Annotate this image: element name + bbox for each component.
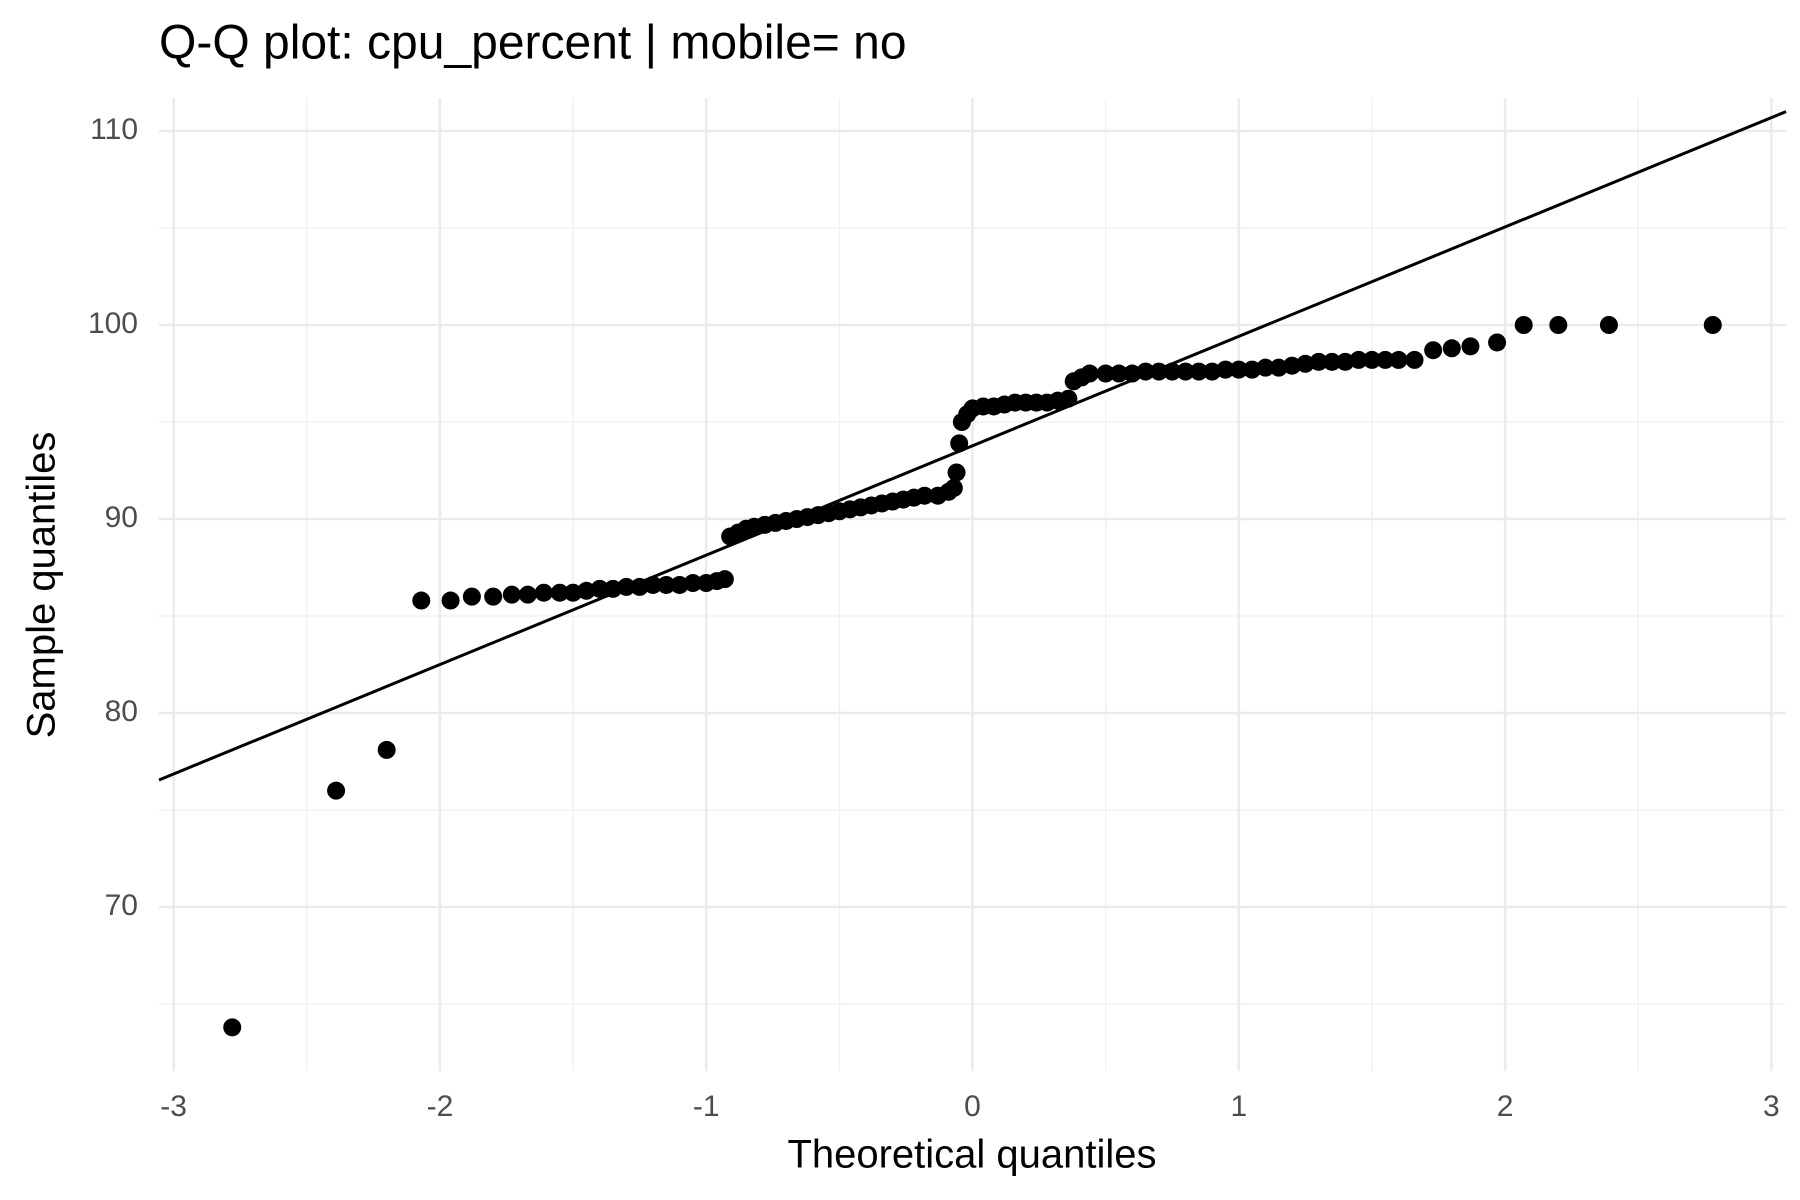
point [1283,356,1302,375]
point [1599,316,1618,335]
point [1149,362,1168,381]
point [441,591,460,610]
point [1389,350,1408,369]
point [1123,364,1142,383]
point [715,570,734,589]
point [630,577,649,596]
x-tick-label: -1 [693,1090,720,1123]
reference-line [158,110,1787,782]
point [1189,362,1208,381]
point [944,478,963,497]
point [1309,352,1328,371]
point [1243,360,1262,379]
y-tick-label: 110 [90,113,138,146]
chart-title: Q-Q plot: cpu_percent | mobile= no [159,17,907,70]
point [550,583,569,602]
point [1488,333,1507,352]
point [683,574,702,593]
point [1424,341,1443,360]
point [377,740,396,759]
point [590,579,609,598]
point [1549,316,1568,335]
point [1349,350,1368,369]
y-tick-label: 70 [105,889,138,922]
point [462,587,481,606]
point [617,577,636,596]
point [577,581,596,600]
point [1296,354,1315,373]
point [1080,364,1099,383]
point [670,575,689,594]
point [1336,352,1355,371]
x-tick-label: -3 [160,1090,187,1123]
point [1376,350,1395,369]
point [1405,350,1424,369]
point [1176,362,1195,381]
point [1269,358,1288,377]
point [1322,352,1341,371]
point [1059,389,1078,408]
x-tick-label: 3 [1763,1090,1780,1123]
point [1203,362,1222,381]
x-tick-label: 0 [964,1090,981,1123]
point [947,463,966,482]
point [484,587,503,606]
point [657,575,676,594]
point [1096,364,1115,383]
point [1362,350,1381,369]
point [534,583,553,602]
point [412,591,431,610]
point [518,585,537,604]
y-axis-title: Sample quantiles [20,432,64,739]
x-tick-label: 2 [1497,1090,1514,1123]
point [1442,339,1461,358]
point [1703,316,1722,335]
x-tick-label: 1 [1230,1090,1247,1123]
y-tick-label: 80 [105,695,138,728]
point [502,585,521,604]
point [1109,364,1128,383]
y-tick-label: 100 [88,307,138,340]
point [915,486,934,505]
point [1136,362,1155,381]
point [1229,360,1248,379]
x-tick-label: -2 [427,1090,454,1123]
point [1514,316,1533,335]
point [223,1018,242,1037]
point [1256,358,1275,377]
point [1461,337,1480,356]
y-tick-label: 90 [105,501,138,534]
point [564,583,583,602]
point [604,579,623,598]
point [327,781,346,800]
point [1163,362,1182,381]
x-axis-title: Theoretical quantiles [787,1133,1156,1177]
point [950,434,969,453]
point [1216,360,1235,379]
point [643,575,662,594]
